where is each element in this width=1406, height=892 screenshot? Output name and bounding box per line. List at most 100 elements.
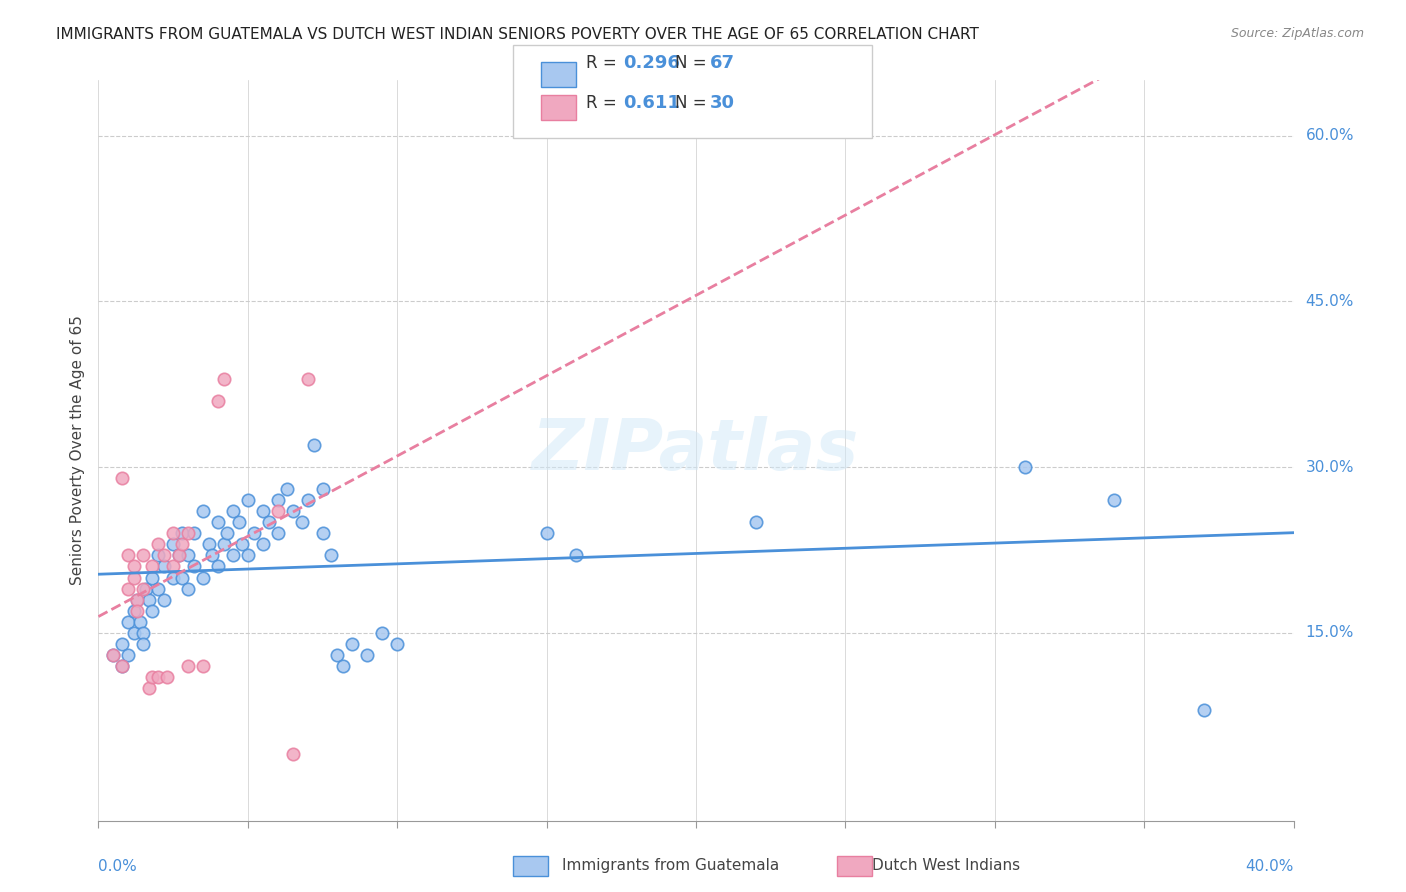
Point [153, 549, 176, 563]
Text: 0.611: 0.611 [623, 94, 679, 112]
Point [156, 670, 179, 684]
Point [191, 570, 214, 584]
Point [183, 526, 205, 541]
Point [141, 559, 163, 574]
Text: IMMIGRANTS FROM GUATEMALA VS DUTCH WEST INDIAN SENIORS POVERTY OVER THE AGE OF 6: IMMIGRANTS FROM GUATEMALA VS DUTCH WEST … [56, 27, 979, 42]
Point [132, 625, 155, 640]
Point [153, 559, 176, 574]
Point [111, 659, 134, 673]
Y-axis label: Seniors Poverty Over the Age of 65: Seniors Poverty Over the Age of 65 [69, 316, 84, 585]
Point [148, 582, 170, 596]
Point [191, 504, 214, 518]
Point [281, 504, 304, 518]
Point [124, 570, 146, 584]
Point [332, 659, 354, 673]
Point [236, 549, 259, 563]
Point [117, 648, 139, 662]
Point [207, 516, 229, 530]
Point [342, 637, 364, 651]
Point [311, 526, 333, 541]
Point [177, 526, 200, 541]
Point [215, 526, 238, 541]
Point [111, 659, 134, 673]
Point [141, 570, 163, 584]
Point [117, 549, 139, 563]
Point [257, 516, 280, 530]
Point [141, 670, 163, 684]
Point [222, 549, 245, 563]
Point [138, 681, 160, 695]
Point [124, 604, 146, 618]
Point [311, 482, 333, 496]
Point [252, 537, 274, 551]
Point [745, 516, 768, 530]
Point [127, 592, 149, 607]
Point [297, 493, 319, 508]
Text: ZIPatlas: ZIPatlas [533, 416, 859, 485]
Point [236, 493, 259, 508]
Point [167, 549, 190, 563]
Point [231, 537, 253, 551]
Text: 0.296: 0.296 [623, 54, 679, 72]
Text: Dutch West Indians: Dutch West Indians [872, 858, 1019, 872]
Point [162, 537, 184, 551]
Point [198, 537, 221, 551]
Point [243, 526, 266, 541]
Point [148, 537, 170, 551]
Text: 30.0%: 30.0% [1306, 459, 1354, 475]
Point [148, 670, 170, 684]
Point [111, 637, 134, 651]
Text: 0.0%: 0.0% [98, 859, 138, 874]
Text: 40.0%: 40.0% [1246, 859, 1294, 874]
Point [172, 570, 194, 584]
Point [127, 592, 149, 607]
Point [135, 582, 157, 596]
Text: 30: 30 [710, 94, 735, 112]
Text: 60.0%: 60.0% [1306, 128, 1354, 143]
Point [267, 493, 290, 508]
Point [148, 549, 170, 563]
Point [371, 625, 394, 640]
Text: 15.0%: 15.0% [1306, 625, 1354, 640]
Point [385, 637, 409, 651]
Point [212, 537, 235, 551]
Point [172, 537, 194, 551]
Point [276, 482, 298, 496]
Point [212, 371, 235, 385]
Point [117, 582, 139, 596]
Point [129, 615, 152, 629]
Point [127, 604, 149, 618]
Point [132, 637, 155, 651]
Point [153, 592, 176, 607]
Point [565, 549, 588, 563]
Point [162, 526, 184, 541]
Point [267, 504, 290, 518]
Point [291, 516, 314, 530]
Point [228, 516, 250, 530]
Point [207, 393, 229, 408]
Point [536, 526, 558, 541]
Text: N =: N = [675, 54, 711, 72]
Point [326, 648, 349, 662]
Point [141, 604, 163, 618]
Point [177, 549, 200, 563]
Point [191, 659, 214, 673]
Point [1104, 493, 1126, 508]
Point [1014, 460, 1036, 475]
Text: N =: N = [675, 94, 711, 112]
Point [207, 559, 229, 574]
Point [201, 549, 224, 563]
Point [162, 559, 184, 574]
Point [117, 615, 139, 629]
Point [1192, 703, 1215, 717]
Point [132, 582, 155, 596]
Point [302, 438, 325, 452]
Point [111, 471, 134, 485]
Point [124, 625, 146, 640]
Point [297, 371, 319, 385]
Point [267, 526, 290, 541]
Point [162, 570, 184, 584]
Point [103, 648, 125, 662]
Point [138, 592, 160, 607]
Point [321, 549, 343, 563]
